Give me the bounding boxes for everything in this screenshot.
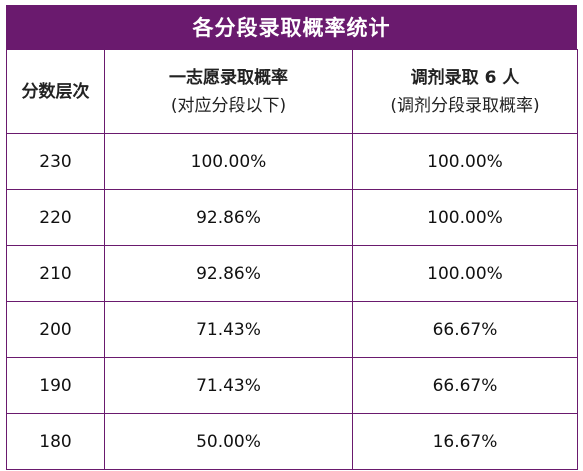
table-title: 各分段录取概率统计 bbox=[6, 5, 577, 49]
first-choice-cell: 100.00% bbox=[104, 133, 353, 190]
header-row: 分数层次 一志愿录取概率 (对应分段以下) 调剂录取 6 人 (调剂分段录取概率… bbox=[6, 49, 578, 134]
first-choice-cell: 92.86% bbox=[104, 245, 353, 302]
header-adjusted-note: (调剂分段录取概率) bbox=[390, 95, 540, 116]
score-cell: 180 bbox=[6, 413, 105, 470]
probability-table: 分数层次 一志愿录取概率 (对应分段以下) 调剂录取 6 人 (调剂分段录取概率… bbox=[6, 49, 578, 470]
header-first-choice-label: 一志愿录取概率 bbox=[169, 67, 288, 88]
table-row: 180 50.00% 16.67% bbox=[6, 413, 578, 470]
table-row: 220 92.86% 100.00% bbox=[6, 189, 578, 246]
adjusted-cell: 100.00% bbox=[352, 133, 578, 190]
first-choice-cell: 71.43% bbox=[104, 301, 353, 358]
score-cell: 190 bbox=[6, 357, 105, 414]
header-adjusted: 调剂录取 6 人 (调剂分段录取概率) bbox=[352, 49, 578, 134]
score-cell: 230 bbox=[6, 133, 105, 190]
first-choice-cell: 92.86% bbox=[104, 189, 353, 246]
first-choice-cell: 71.43% bbox=[104, 357, 353, 414]
table-row: 190 71.43% 66.67% bbox=[6, 357, 578, 414]
score-cell: 210 bbox=[6, 245, 105, 302]
table-row: 200 71.43% 66.67% bbox=[6, 301, 578, 358]
header-adjusted-label: 调剂录取 6 人 bbox=[410, 67, 520, 88]
header-first-choice-note: (对应分段以下) bbox=[170, 95, 287, 116]
adjusted-cell: 100.00% bbox=[352, 189, 578, 246]
header-score-level-label: 分数层次 bbox=[21, 81, 90, 102]
header-first-choice: 一志愿录取概率 (对应分段以下) bbox=[104, 49, 353, 134]
adjusted-cell: 66.67% bbox=[352, 357, 578, 414]
first-choice-cell: 50.00% bbox=[104, 413, 353, 470]
adjusted-cell: 16.67% bbox=[352, 413, 578, 470]
adjusted-cell: 66.67% bbox=[352, 301, 578, 358]
adjusted-cell: 100.00% bbox=[352, 245, 578, 302]
table-row: 230 100.00% 100.00% bbox=[6, 133, 578, 190]
score-cell: 200 bbox=[6, 301, 105, 358]
table-row: 210 92.86% 100.00% bbox=[6, 245, 578, 302]
header-score-level: 分数层次 bbox=[6, 49, 105, 134]
score-cell: 220 bbox=[6, 189, 105, 246]
